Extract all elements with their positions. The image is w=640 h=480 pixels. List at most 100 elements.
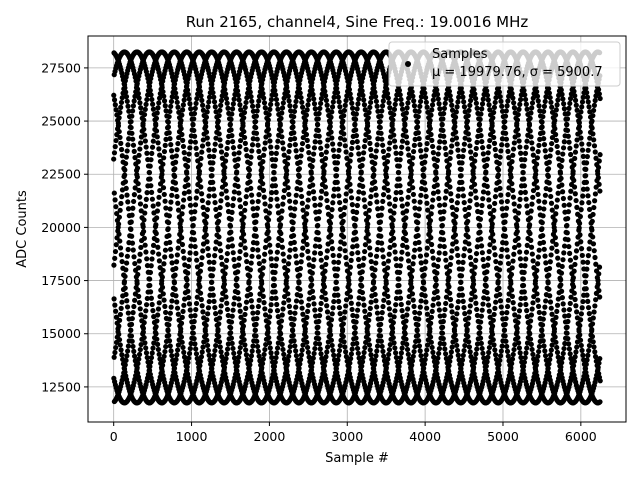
sample-point [347,181,353,187]
sample-point [429,137,435,143]
sample-point [200,137,206,143]
sample-point [296,280,302,286]
sample-point [478,243,485,249]
sample-point [468,297,474,303]
sample-point [392,196,399,202]
sample-point [123,154,129,160]
sample-point [333,365,339,372]
sample-point [122,85,128,91]
sample-point [118,140,124,146]
sample-point [375,206,381,212]
sample-point [466,339,472,345]
sample-point [157,152,163,158]
sample-point [250,108,256,114]
sample-point [462,135,468,141]
sample-point [410,261,416,267]
sample-point [355,145,361,151]
sample-point [267,138,273,144]
sample-point [274,144,280,150]
sample-point [310,263,316,270]
sample-point [436,145,442,151]
sample-point [341,137,348,143]
sample-point [354,243,360,249]
sample-point [224,250,230,257]
sample-point [466,241,472,247]
sample-point [165,220,172,226]
sample-point [358,169,364,175]
sample-point [135,181,141,187]
sample-point [355,307,361,313]
sample-point [473,300,479,306]
sample-point [147,176,153,182]
sample-point [403,128,409,134]
sample-point [303,334,309,340]
sample-point [321,284,327,290]
sample-point [130,103,136,109]
sample-point [305,349,311,355]
sample-point [217,248,224,254]
sample-point [143,350,150,356]
sample-point [486,308,492,314]
sample-point [412,309,418,316]
sample-point [278,230,284,237]
sample-point [160,291,166,297]
sample-point [266,314,273,320]
sample-point [254,343,261,350]
sample-point [424,104,430,110]
sample-point [440,127,446,134]
sample-point [404,346,411,353]
sample-point [321,84,327,90]
sample-point [217,309,223,315]
sample-point [417,142,423,148]
sample-point [317,250,324,256]
sample-point [477,330,483,336]
sample-point [191,110,198,117]
sample-point [343,303,349,309]
sample-point [353,127,359,133]
sample-point [371,167,377,173]
sample-point [141,111,148,118]
sample-point [241,115,247,121]
sample-point [346,277,352,283]
sample-point [408,274,415,280]
sample-point [392,345,398,351]
sample-point [434,164,440,170]
sample-point [163,343,169,350]
sample-point [430,197,436,203]
sample-point [203,322,209,329]
sample-point [386,306,392,312]
sample-point [186,355,192,361]
sample-point [371,85,377,91]
sample-point [309,175,315,181]
sample-point [197,275,203,281]
sample-point [366,342,373,348]
sample-point [136,300,143,306]
sample-point [118,146,125,153]
sample-point [402,222,408,228]
sample-point [281,152,287,158]
sample-point [241,109,248,116]
sample-point [200,309,206,315]
sample-point [397,183,403,189]
sample-point [417,253,424,259]
sample-point [253,333,259,339]
sample-point [197,290,204,296]
sample-point [141,320,147,326]
sample-point [194,96,200,102]
sample-point [464,227,470,233]
sample-point [466,137,472,143]
sample-point [218,143,224,149]
sample-point [428,314,435,320]
sample-point [186,350,193,357]
sample-point [452,123,458,130]
sample-point [404,341,410,347]
sample-point [404,105,410,111]
sample-point [203,129,210,135]
sample-point [275,106,281,112]
sample-point [268,101,274,107]
sample-point [153,230,159,237]
sample-point [330,305,336,311]
sample-point [350,244,356,250]
sample-point [204,317,210,323]
sample-point [255,303,262,310]
